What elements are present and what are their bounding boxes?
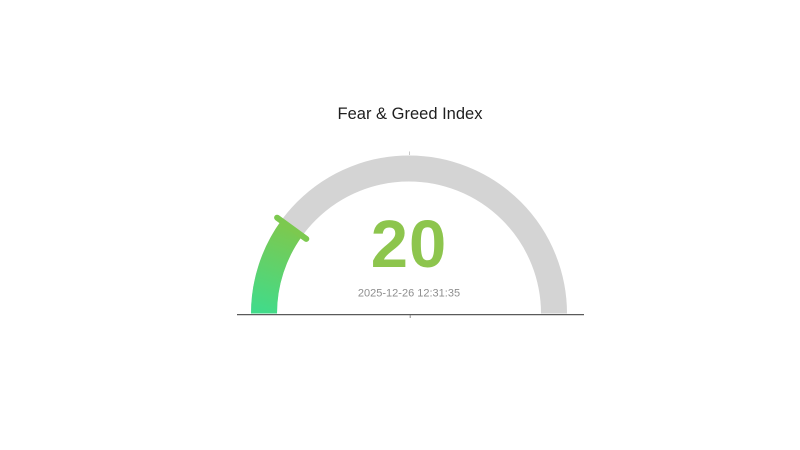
chart-title: Fear & Greed Index [338, 105, 484, 123]
gauge-needle-tick [274, 214, 310, 242]
gauge-value-arc [251, 220, 303, 314]
gauge-value: 20 [371, 207, 448, 282]
gauge-timestamp: 2025-12-26 12:31:35 [358, 288, 460, 300]
